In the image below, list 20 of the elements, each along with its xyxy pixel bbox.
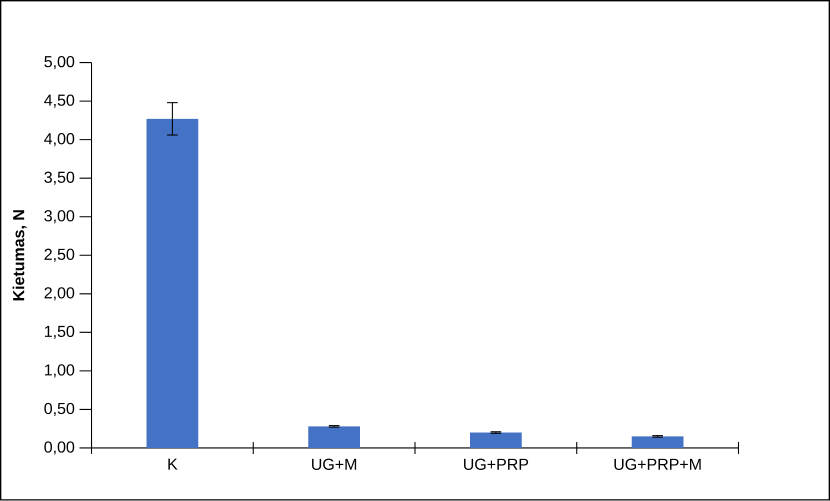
y-tick-label: 5,00 — [44, 56, 74, 70]
bar — [146, 119, 198, 448]
y-tick-label: 0,00 — [44, 442, 74, 455]
y-axis-title: Kietumas, N — [12, 210, 27, 301]
y-tick-label: 2,00 — [44, 287, 74, 301]
y-tick-label: 3,50 — [44, 172, 74, 186]
bar — [308, 426, 360, 448]
bar — [470, 432, 522, 448]
y-tick-label: 1,50 — [44, 326, 74, 340]
y-tick-label: 3,00 — [44, 210, 74, 224]
x-tick-label: UG+PRP+M — [614, 458, 701, 470]
bar — [632, 436, 684, 448]
y-tick-label: 4,50 — [44, 94, 74, 108]
x-tick-label: UG+PRP — [464, 458, 528, 470]
y-tick-label: 1,00 — [44, 364, 74, 378]
x-tick-label: UG+M — [312, 458, 356, 470]
y-tick-label: 2,50 — [44, 248, 74, 262]
y-tick-label: 4,00 — [44, 133, 74, 146]
y-tick-label: 0,50 — [44, 403, 74, 416]
x-tick-label: K — [168, 458, 178, 470]
